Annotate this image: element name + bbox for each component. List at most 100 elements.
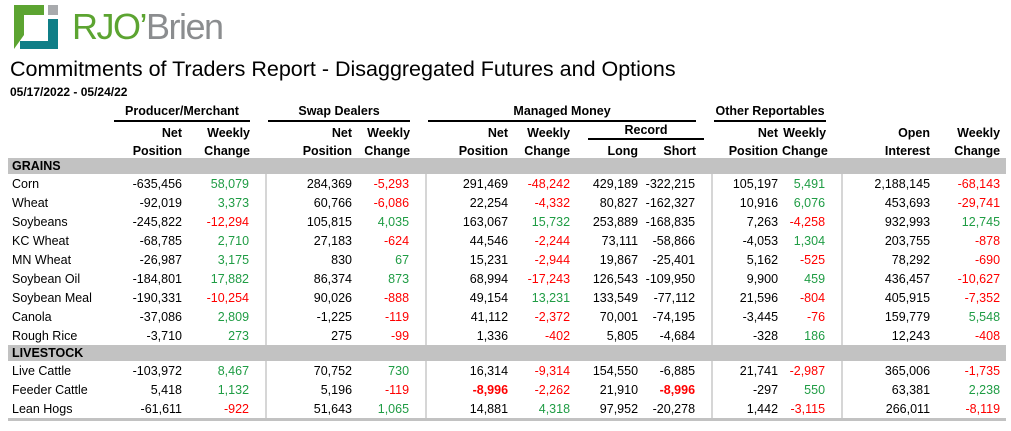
cell-open-interest: 266,011: [885, 401, 931, 416]
cell-mm-weekly-change: -4,332: [534, 195, 571, 210]
table-header: Producer/Merchant Swap Dealers Managed M…: [8, 104, 1006, 158]
spacer-cell: [842, 104, 1006, 122]
cell-or-net-position: -4,053: [742, 233, 779, 248]
cell-record-short: -109,950: [642, 269, 714, 288]
cell-oi-weekly-change: -8,119: [965, 401, 1001, 416]
commodity-name: Corn: [12, 176, 40, 191]
cell-or-weekly-change: 6,076: [782, 193, 844, 212]
header-or-change: Change: [782, 144, 828, 158]
cell-or-net-position: -3,445: [742, 309, 779, 324]
cell-or-net-position: 5,162: [746, 252, 779, 267]
cell-open-interest: 12,243: [891, 328, 931, 343]
header-or-position: Position: [728, 144, 779, 158]
cell-pm-weekly-change: 3,175: [186, 250, 268, 269]
cell-pm-net-position: -3,710: [146, 328, 182, 343]
header-sd-position: Position: [302, 144, 353, 158]
cell-sd-net-position: 60,766: [313, 195, 353, 210]
cell-or-net-position: 21,741: [739, 363, 779, 378]
cell-record-long: 5,805: [606, 328, 639, 343]
commodity-name: Soybean Oil: [12, 271, 81, 286]
column-group-managed-money: Managed Money: [426, 104, 712, 122]
rjobrien-logo-icon: [14, 5, 58, 49]
cell-mm-net-position: -8,996: [472, 382, 509, 397]
section-label: LIVESTOCK: [8, 345, 1007, 361]
header-mm-net: Net: [487, 126, 509, 140]
brand-wordmark-secondary: Brien: [146, 6, 224, 47]
cell-mm-weekly-change: 13,231: [531, 290, 571, 305]
table-row: Lean Hogs -61,611 -922 51,643 1,065 14,881 4,3…: [8, 399, 1006, 418]
cell-mm-net-position: 41,112: [470, 309, 509, 324]
cell-pm-net-position: 5,418: [150, 382, 182, 397]
cell-mm-net-position: 16,314: [469, 363, 509, 378]
cell-mm-net-position: 22,254: [469, 195, 509, 210]
cell-oi-weekly-change: -1,735: [964, 363, 1001, 378]
cell-pm-weekly-change: 17,882: [186, 269, 268, 288]
table-row: Canola -37,086 2,809 -1,225 -119 41,112 -2,372…: [8, 307, 1006, 326]
cell-mm-weekly-change: -2,944: [534, 252, 571, 267]
header-record-short: Short: [663, 144, 697, 158]
cell-or-weekly-change: 459: [782, 269, 844, 288]
cell-sd-net-position: 275: [331, 328, 353, 343]
header-sd-weekly: Weekly: [367, 126, 411, 140]
column-group-swap-dealers: Swap Dealers: [266, 104, 426, 122]
cell-mm-weekly-change: -9,314: [534, 363, 571, 378]
cell-mm-weekly-change: 4,318: [538, 401, 571, 416]
cell-or-net-position: 105,197: [732, 176, 779, 191]
cell-sd-weekly-change: 67: [356, 250, 428, 269]
spacer-cell: [8, 122, 112, 140]
cell-sd-net-position: 70,752: [313, 363, 353, 378]
commodity-name: Soybean Meal: [12, 290, 92, 305]
cell-mm-weekly-change: -2,244: [534, 233, 571, 248]
header-open: Open: [898, 126, 931, 140]
cell-oi-weekly-change: -10,627: [957, 271, 1001, 286]
cell-record-short: -168,835: [642, 212, 714, 231]
cell-mm-weekly-change: -2,372: [534, 309, 571, 324]
cell-or-weekly-change: -4,258: [782, 212, 844, 231]
brand-wordmark-primary: RJO’: [72, 6, 148, 47]
header-record: Record: [574, 122, 712, 140]
cell-oi-weekly-change: 2,238: [968, 382, 1001, 397]
cell-sd-net-position: 5,196: [320, 382, 353, 397]
section-label: GRAINS: [8, 158, 1007, 174]
cell-mm-weekly-change: -48,242: [527, 176, 571, 191]
cell-mm-weekly-change: 15,732: [531, 214, 571, 229]
cell-oi-weekly-change: -7,352: [964, 290, 1001, 305]
cell-sd-net-position: 27,183: [313, 233, 353, 248]
cell-or-net-position: -328: [753, 328, 779, 343]
cell-mm-weekly-change: -2,262: [534, 382, 571, 397]
cell-pm-weekly-change: 273: [186, 326, 268, 345]
commodity-name: Rough Rice: [12, 328, 78, 343]
section-row-grains: GRAINS: [8, 158, 1007, 174]
cell-record-long: 80,827: [599, 195, 639, 210]
cell-record-short: -162,327: [642, 193, 714, 212]
cell-pm-net-position: -245,822: [132, 214, 182, 229]
header-mm-weekly: Weekly: [527, 126, 571, 140]
cell-pm-weekly-change: 2,710: [186, 231, 268, 250]
table-row: Wheat -92,019 3,373 60,766 -6,086 22,254 -4,33…: [8, 193, 1006, 212]
cell-pm-weekly-change: -10,254: [186, 288, 268, 307]
cell-oi-weekly-change: 12,745: [961, 214, 1001, 229]
column-group-producer-merchant: Producer/Merchant: [112, 104, 266, 122]
cell-pm-weekly-change: 58,079: [186, 174, 268, 193]
cell-record-long: 133,549: [592, 290, 639, 305]
cell-sd-weekly-change: 1,065: [356, 399, 428, 418]
cell-open-interest: 63,381: [891, 382, 931, 397]
cell-open-interest: 2,188,145: [874, 176, 931, 191]
header-record-long: Long: [607, 144, 639, 158]
page-title: Commitments of Traders Report - Disaggre…: [10, 57, 676, 81]
header-oi-weekly: Weekly: [957, 126, 1001, 140]
header-or-net: Net: [757, 126, 779, 140]
cell-pm-weekly-change: 8,467: [186, 361, 268, 380]
cell-sd-weekly-change: 4,035: [356, 212, 428, 231]
cell-record-long: 73,111: [601, 233, 639, 248]
cell-mm-net-position: 291,469: [462, 176, 509, 191]
header-sd-net: Net: [331, 126, 353, 140]
cell-mm-net-position: 15,231: [469, 252, 509, 267]
header-or-weekly: Weekly: [783, 126, 827, 140]
section-row-livestock: LIVESTOCK: [8, 345, 1007, 361]
cell-sd-net-position: 90,026: [313, 290, 353, 305]
group-header-row: Producer/Merchant Swap Dealers Managed M…: [8, 104, 1006, 122]
cell-or-weekly-change: -3,115: [782, 399, 844, 418]
cell-pm-weekly-change: 3,373: [186, 193, 268, 212]
cell-record-short: -4,684: [642, 326, 714, 345]
